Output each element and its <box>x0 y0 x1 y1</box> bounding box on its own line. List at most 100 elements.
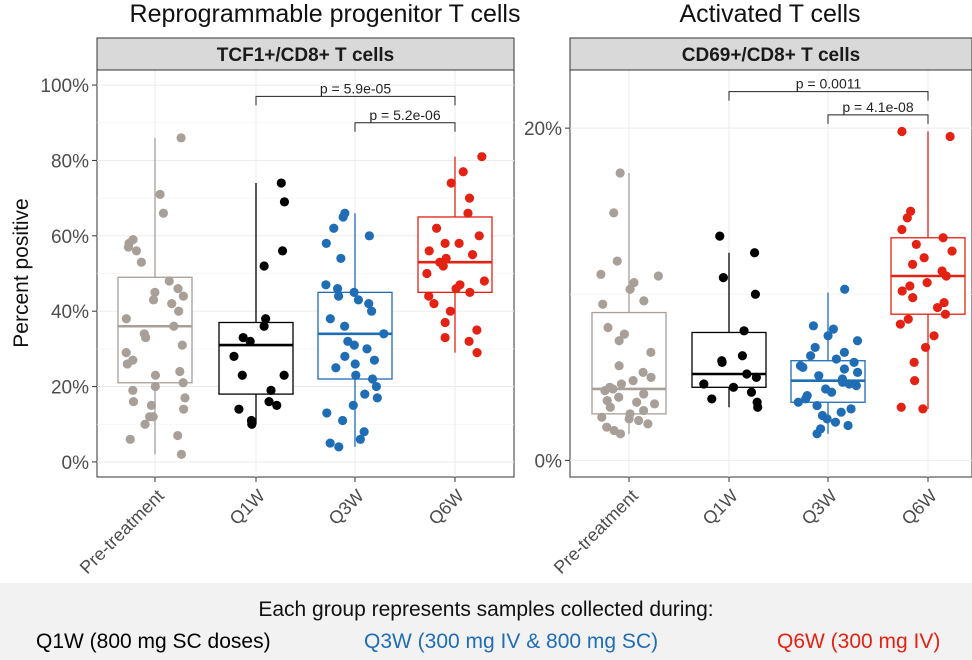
data-point <box>616 379 627 389</box>
footnote: Each group represents samples collected … <box>258 598 714 621</box>
y-tick-label: 100% <box>40 76 89 97</box>
data-point <box>259 321 269 331</box>
legend-q3w: Q3W (300 mg IV & 800 mg SC) <box>364 630 659 653</box>
data-point <box>364 231 374 241</box>
data-point <box>429 299 439 309</box>
y-tick-label: 40% <box>51 302 89 323</box>
data-point <box>823 331 833 341</box>
data-point <box>131 246 142 256</box>
data-point <box>446 178 456 188</box>
data-point <box>625 284 635 294</box>
data-point <box>351 370 361 380</box>
data-point <box>715 231 725 241</box>
data-point <box>742 369 752 379</box>
data-point <box>922 278 932 288</box>
data-point <box>334 442 344 452</box>
y-axis-title: Percent positive <box>10 198 33 347</box>
comparison-bracket <box>728 91 929 101</box>
data-point <box>941 271 951 281</box>
data-point <box>851 381 861 391</box>
data-point <box>639 405 649 416</box>
data-point <box>619 329 629 339</box>
data-point <box>140 419 150 429</box>
data-point <box>718 273 728 283</box>
data-point <box>477 152 487 162</box>
data-point <box>615 168 625 178</box>
data-point <box>458 167 468 177</box>
data-point <box>364 299 374 309</box>
data-point <box>379 329 389 339</box>
data-point <box>136 257 146 267</box>
data-point <box>332 283 343 294</box>
data-point <box>897 126 907 137</box>
data-point <box>369 355 379 365</box>
data-point <box>812 429 822 439</box>
data-point <box>175 366 185 377</box>
data-point <box>367 374 378 384</box>
y-tick-label: 0% <box>535 451 563 472</box>
data-point <box>422 268 432 279</box>
data-point <box>801 394 811 404</box>
data-point <box>699 379 709 389</box>
data-point <box>808 321 819 331</box>
data-point <box>445 306 455 316</box>
data-point <box>371 381 381 392</box>
data-point <box>272 400 282 410</box>
data-point <box>897 224 907 235</box>
data-point <box>598 299 608 309</box>
data-point <box>752 397 762 407</box>
data-point <box>234 404 244 414</box>
data-point <box>749 248 760 258</box>
x-tick-label: Pre-treatment <box>550 486 642 578</box>
data-point <box>798 362 808 372</box>
data-point <box>247 419 257 429</box>
data-point <box>440 238 450 248</box>
y-tick-label: 20% <box>524 119 562 140</box>
p-value-label: p = 5.2e-06 <box>369 107 440 123</box>
data-point <box>653 271 663 281</box>
data-point <box>148 412 158 422</box>
data-point <box>266 385 276 395</box>
data-point <box>603 322 613 333</box>
p-value-label: p = 4.1e-08 <box>842 99 913 115</box>
legend-q1w: Q1W (800 mg SC doses) <box>36 630 271 653</box>
x-tick-label: Q1W <box>699 486 742 529</box>
data-point <box>751 372 761 382</box>
data-point <box>827 387 837 397</box>
data-point <box>340 351 350 362</box>
data-point <box>844 379 854 389</box>
data-point <box>237 370 247 380</box>
y-tick-label: 60% <box>51 227 89 248</box>
x-tick-label: Q6W <box>425 486 468 529</box>
data-point <box>839 347 849 358</box>
data-point <box>325 314 335 324</box>
data-point <box>831 354 841 364</box>
data-point <box>472 348 482 358</box>
data-point <box>939 297 949 308</box>
p-value-label: p = 0.0011 <box>796 76 862 92</box>
data-point <box>121 314 131 324</box>
data-point <box>639 296 649 306</box>
data-point <box>843 420 853 431</box>
data-point <box>839 364 850 374</box>
data-point <box>905 281 915 291</box>
x-tick-label: Q3W <box>325 486 368 529</box>
data-point <box>895 319 905 329</box>
data-point <box>600 386 610 396</box>
data-point <box>179 404 189 414</box>
data-point <box>173 430 183 441</box>
data-point <box>465 287 475 297</box>
data-point <box>336 253 346 264</box>
data-point <box>615 429 626 439</box>
data-point <box>122 359 132 369</box>
data-point <box>822 414 832 424</box>
x-tick-label: Q3W <box>798 486 841 529</box>
data-point <box>918 404 928 414</box>
data-point <box>123 242 133 252</box>
data-point <box>125 434 135 444</box>
data-point <box>366 306 377 316</box>
data-point <box>920 342 931 353</box>
data-point <box>624 414 634 424</box>
data-point <box>836 407 846 417</box>
data-point <box>176 449 186 459</box>
